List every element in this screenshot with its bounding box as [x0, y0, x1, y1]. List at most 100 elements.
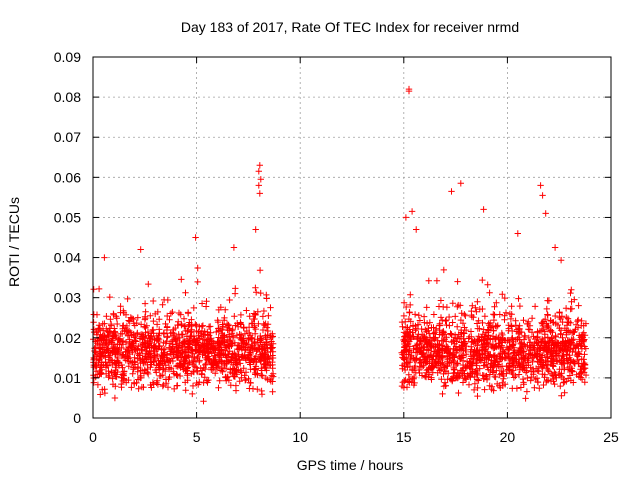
data-point [203, 298, 210, 305]
tick-labels: 0 5 10 15 20 25 0 0.01 0.02 0.03 0.04 0.05 0.06 0.07 0… [54, 49, 619, 445]
data-point [565, 357, 572, 364]
data-point [225, 322, 232, 329]
data-point [524, 342, 531, 350]
data-point [469, 302, 476, 309]
data-point [249, 334, 256, 341]
data-point [200, 398, 207, 405]
data-point [491, 362, 498, 369]
data-point [172, 324, 179, 332]
data-point [162, 367, 169, 375]
data-point [400, 384, 408, 391]
data-point [502, 337, 509, 344]
data-point [441, 336, 448, 343]
data-point [426, 319, 433, 326]
data-point [97, 391, 104, 398]
data-point [495, 363, 502, 370]
data-point [169, 345, 176, 352]
data-point [240, 365, 247, 372]
data-point [181, 338, 188, 345]
data-point [215, 334, 222, 341]
data-point [142, 324, 149, 331]
data-point [488, 383, 496, 390]
data-point [123, 379, 130, 386]
data-point [428, 356, 436, 364]
data-point [257, 339, 264, 346]
data-point [153, 351, 161, 358]
data-point [501, 349, 508, 356]
data-point [405, 359, 412, 366]
data-point [117, 330, 124, 338]
data-point [400, 355, 407, 362]
data-point [195, 328, 202, 336]
data-point [229, 326, 236, 333]
data-point [565, 327, 572, 334]
data-point [456, 335, 463, 342]
data-point [186, 359, 193, 366]
plot-frame [92, 56, 612, 419]
data-point [421, 319, 428, 326]
data-point [134, 314, 141, 321]
data-point [145, 280, 152, 288]
data-point [480, 326, 487, 333]
data-point [425, 325, 432, 332]
data-point [405, 351, 412, 358]
data-point [501, 294, 508, 302]
data-point [140, 358, 147, 365]
data-point [557, 331, 564, 338]
data-point [474, 336, 481, 343]
data-point [455, 370, 463, 377]
data-point [551, 380, 558, 388]
data-point [204, 340, 211, 347]
data-point [556, 325, 563, 332]
data-point [574, 350, 582, 358]
data-point [539, 335, 546, 343]
data-point [194, 264, 201, 272]
data-point [513, 385, 521, 392]
data-point [573, 371, 580, 378]
data-point [217, 304, 224, 311]
data-point [164, 312, 171, 320]
data-point [173, 341, 180, 348]
data-point [154, 335, 162, 342]
data-point [563, 331, 570, 338]
y-tick-label: 0 [73, 410, 81, 426]
data-point [470, 339, 477, 346]
data-point [138, 367, 146, 374]
data-point [538, 361, 545, 368]
data-point [524, 355, 531, 362]
data-point [257, 357, 265, 364]
data-point [557, 257, 565, 264]
data-point [108, 368, 115, 376]
data-point [401, 356, 408, 363]
data-point [416, 340, 423, 348]
data-point [544, 351, 551, 358]
data-point [208, 350, 215, 357]
data-point [118, 380, 125, 388]
data-point [445, 313, 453, 321]
y-tick-label: 0.04 [54, 250, 81, 266]
data-point [440, 383, 448, 390]
data-point [501, 381, 509, 388]
data-point [427, 342, 434, 349]
data-point [409, 366, 416, 373]
y-tick-label: 0.07 [54, 129, 81, 145]
data-point [247, 361, 254, 368]
data-point [225, 342, 232, 350]
data-point [258, 387, 265, 395]
data-point [471, 380, 479, 387]
data-point [458, 310, 465, 317]
data-point [520, 317, 527, 324]
data-point [449, 377, 456, 385]
data-point [184, 364, 191, 371]
data-point [568, 365, 575, 372]
data-point [399, 365, 406, 372]
data-point [175, 352, 182, 360]
data-point [443, 316, 450, 324]
data-point [534, 379, 542, 386]
data-point [193, 322, 200, 329]
data-point [156, 360, 164, 368]
data-point [406, 326, 413, 333]
data-point [115, 362, 123, 369]
data-point [106, 293, 113, 301]
data-point [216, 377, 223, 384]
